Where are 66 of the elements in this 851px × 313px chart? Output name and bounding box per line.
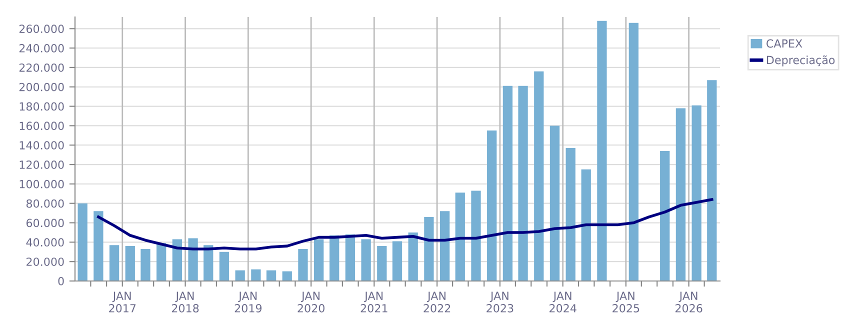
- x-tick-label: JAN 2025: [612, 292, 640, 312]
- y-tick-label: 40.000: [26, 238, 64, 247]
- bar: [534, 71, 544, 281]
- y-tick-label: 260.000: [19, 24, 64, 34]
- bar: [219, 252, 230, 281]
- bar: [471, 190, 481, 281]
- bar: [455, 192, 465, 281]
- y-tick-label: 140.000: [20, 141, 64, 150]
- bar: [188, 238, 198, 281]
- bar: [172, 239, 182, 281]
- x-tick-label: JAN 2018: [172, 292, 199, 312]
- bar: [676, 108, 686, 281]
- y-tick-label: 200.000: [19, 82, 64, 92]
- bar: [377, 246, 387, 281]
- bar: [392, 241, 402, 281]
- bar: [487, 130, 497, 281]
- bar: [707, 80, 717, 281]
- bar: [330, 235, 340, 281]
- bar: [94, 211, 104, 281]
- x-tick-label: JAN 2023: [486, 292, 514, 312]
- bar: [282, 271, 292, 281]
- bar: [266, 270, 276, 281]
- x-tick-label: JAN 2022: [424, 292, 450, 312]
- bar: [518, 86, 528, 281]
- y-tick-label: 100.000: [20, 180, 64, 188]
- bar: [140, 248, 150, 281]
- bar: [581, 169, 591, 281]
- legend-label: Depreciação: [767, 55, 835, 66]
- x-tick-label: JAN 2026: [675, 292, 702, 312]
- y-tick-label: 0: [58, 276, 64, 286]
- bar: [314, 239, 324, 281]
- y-tick-label: 220.000: [19, 63, 64, 72]
- y-tick-label: 20.000: [26, 258, 64, 266]
- y-tick-label: 60.000: [26, 218, 64, 228]
- line-series: [97, 198, 714, 250]
- bar: [550, 126, 560, 281]
- x-tick-label: JAN 2024: [550, 292, 576, 312]
- bar: [566, 148, 576, 281]
- bar: [345, 234, 356, 281]
- bar: [660, 150, 670, 281]
- x-tick-label: JAN 2020: [298, 292, 324, 312]
- x-tick-label: JAN 2017: [109, 292, 136, 312]
- bar: [692, 105, 702, 281]
- bar: [235, 270, 245, 281]
- bar: [424, 216, 434, 281]
- bar: [125, 246, 135, 281]
- y-tick-label: 240.000: [19, 44, 64, 52]
- bar: [251, 269, 261, 281]
- bar: [109, 245, 120, 281]
- bar: [78, 203, 88, 281]
- bar: [597, 20, 607, 281]
- y-tick-label: 180.000: [20, 102, 64, 111]
- y-tick-label: 120.000: [20, 160, 64, 169]
- x-tick-label: JAN 2019: [234, 292, 262, 312]
- bar: [440, 211, 450, 281]
- y-tick-label: 80.000: [26, 199, 64, 208]
- bar: [298, 248, 308, 281]
- bar: [628, 22, 638, 281]
- bar: [156, 243, 166, 281]
- bar: [408, 232, 418, 281]
- y-tick-label: 160.000: [20, 122, 64, 130]
- bar: [502, 86, 513, 281]
- bar: [361, 239, 371, 281]
- bar: [204, 245, 214, 281]
- legend-label: CAPEX: [766, 39, 802, 48]
- x-tick-label: JAN 2021: [360, 292, 388, 312]
